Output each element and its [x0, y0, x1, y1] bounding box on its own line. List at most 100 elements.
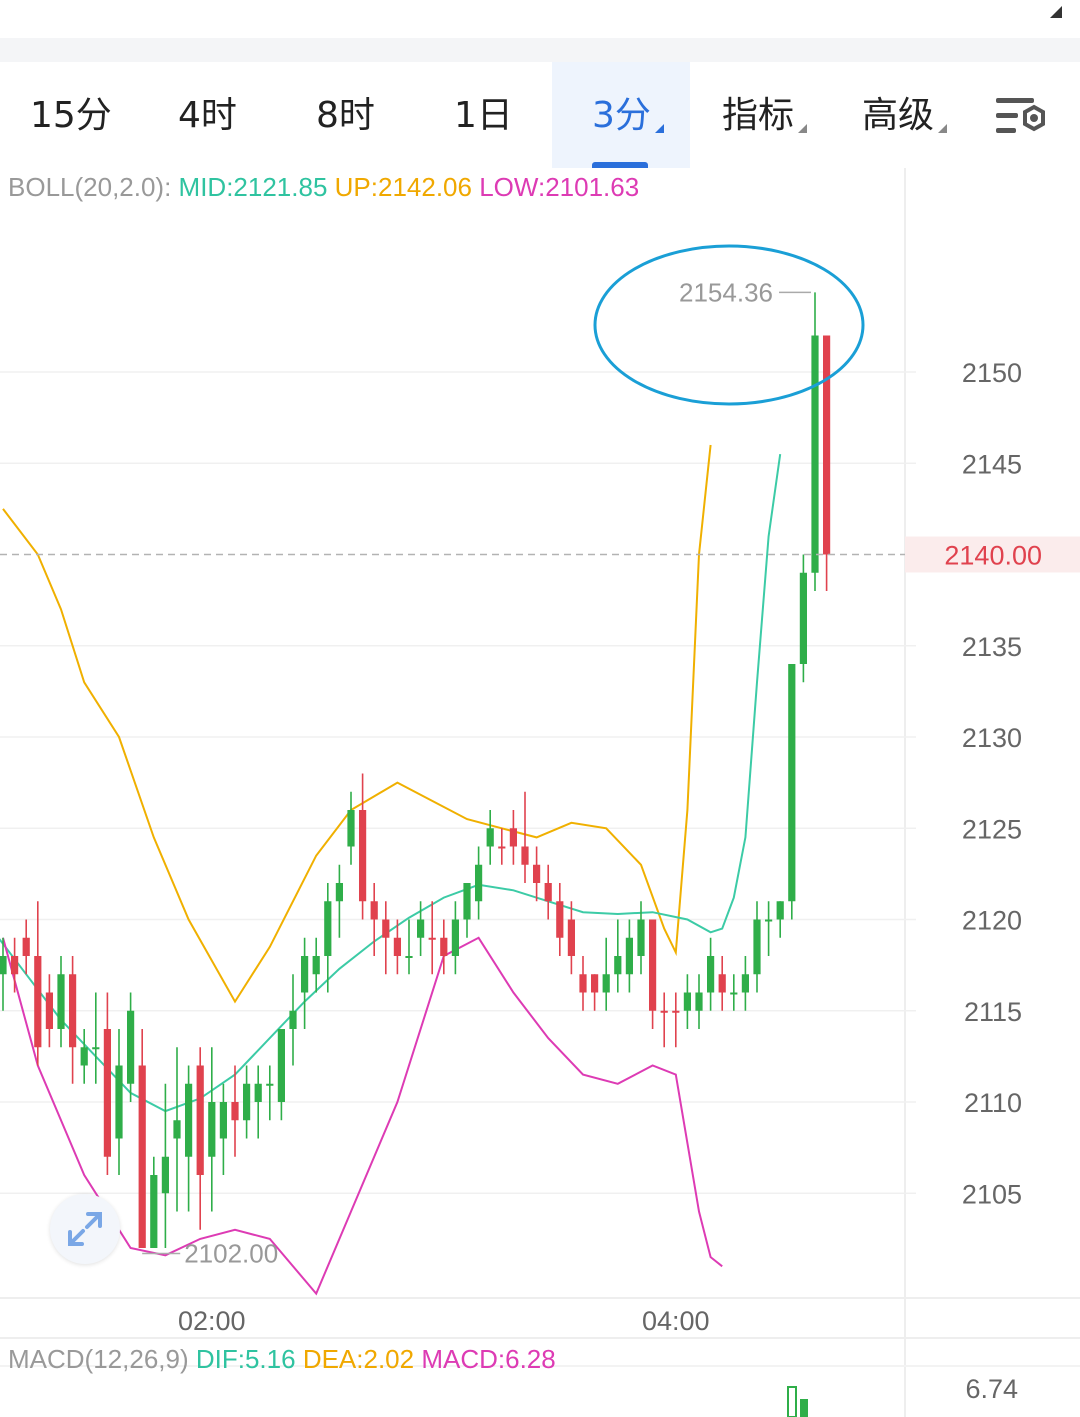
tab-3min[interactable]: 3分	[552, 62, 690, 168]
candle-body	[625, 937, 633, 975]
candle-body	[788, 664, 796, 902]
candle	[185, 1065, 193, 1212]
candle-body	[80, 1047, 88, 1066]
high-price-label: 2154.36	[679, 277, 773, 307]
tab-label: 指标	[722, 95, 795, 136]
candle-body	[289, 1010, 297, 1029]
chart-settings-icon[interactable]	[996, 96, 1050, 138]
candle	[533, 846, 541, 902]
candle-body	[649, 919, 657, 1011]
candle	[718, 956, 726, 1011]
candle-body	[718, 974, 726, 993]
candle-body	[231, 1102, 239, 1121]
candle	[788, 664, 796, 920]
macd-value: MACD:6.28	[421, 1344, 556, 1374]
candle	[463, 883, 471, 938]
tab-4h[interactable]: 4时	[178, 62, 237, 168]
tab-label: 15分	[30, 95, 112, 136]
y-tick-label: 2125	[962, 814, 1022, 844]
macd-legend: MACD(12,26,9) DIF:5.16 DEA:2.02 MACD:6.2…	[8, 1344, 556, 1375]
candle	[649, 919, 657, 1029]
tab-label: 高级	[862, 95, 935, 136]
boll-upper-line	[2, 444, 712, 1004]
annotation-ellipse	[593, 244, 865, 406]
candle	[312, 937, 320, 993]
candle-body	[393, 937, 401, 956]
candle-body	[45, 992, 53, 1029]
dropdown-triangle-icon	[798, 124, 808, 133]
candle	[127, 992, 135, 1102]
tab-advanced[interactable]: 高级	[862, 62, 948, 168]
candle	[753, 901, 761, 993]
candle-body	[243, 1083, 251, 1121]
candle	[335, 864, 343, 938]
candle	[498, 828, 506, 865]
candle-body	[544, 883, 552, 902]
candle-body	[405, 956, 413, 958]
candle	[544, 864, 552, 920]
candle	[22, 919, 30, 975]
tab-label: 1日	[454, 95, 513, 136]
active-tab-underline	[592, 162, 648, 168]
candle	[741, 956, 749, 1011]
candle	[405, 919, 413, 975]
corner-arrow-icon[interactable]	[1050, 6, 1062, 18]
candle	[150, 1156, 158, 1248]
candle	[289, 974, 297, 1066]
candle-body	[417, 919, 425, 938]
candle-body	[637, 919, 645, 956]
candle	[451, 901, 459, 975]
macd-title: MACD(12,26,9)	[8, 1344, 189, 1374]
low-price-label: 2102.00	[184, 1238, 278, 1268]
candle-body	[614, 956, 622, 975]
candle-body	[602, 974, 610, 993]
y-tick-label: 2120	[962, 906, 1022, 936]
dropdown-triangle-icon	[938, 124, 948, 133]
candle	[799, 554, 807, 683]
candle	[625, 919, 633, 993]
dropdown-triangle-icon	[654, 124, 664, 133]
tab-15min[interactable]: 15分	[30, 62, 112, 168]
tab-1d[interactable]: 1日	[454, 62, 513, 168]
candle-body	[521, 846, 529, 865]
candle-body	[161, 1156, 169, 1194]
y-tick-label: 2110	[964, 1088, 1022, 1118]
candle	[823, 335, 831, 591]
separator-band	[0, 38, 1080, 62]
candle-body	[440, 937, 448, 956]
boll-lower-line	[2, 936, 723, 1296]
candle-body	[127, 1010, 135, 1084]
candle-body	[103, 1029, 111, 1157]
candle-body	[428, 937, 436, 940]
candle-body	[22, 937, 30, 956]
candle-body	[730, 992, 738, 995]
tab-indicators[interactable]: 指标	[722, 62, 808, 168]
candle-body	[69, 974, 77, 1048]
y-tick-label: 2145	[962, 449, 1022, 479]
candle-body	[277, 1029, 285, 1102]
candle-body	[753, 919, 761, 975]
tab-8h[interactable]: 8时	[316, 62, 375, 168]
candle-body	[138, 1065, 146, 1248]
candle	[173, 1047, 181, 1212]
candle	[11, 937, 19, 993]
candle	[57, 956, 65, 1048]
candle-body	[672, 1010, 680, 1013]
candle	[138, 1029, 146, 1248]
candle	[567, 901, 575, 975]
boll-legend: BOLL(20,2.0): MID:2121.85 UP:2142.06 LOW…	[8, 172, 639, 203]
candle	[301, 937, 309, 1029]
macd-dif-value: DIF:5.16	[195, 1344, 296, 1374]
candle-body	[370, 901, 378, 920]
expand-chart-button[interactable]	[50, 1194, 120, 1264]
candle	[591, 974, 599, 1011]
macd-histogram-bar	[787, 1386, 797, 1417]
candle	[92, 992, 100, 1084]
candle	[0, 937, 7, 1011]
candle	[765, 901, 773, 956]
candle	[45, 974, 53, 1048]
candle	[579, 956, 587, 1011]
candle-body	[382, 919, 390, 938]
candle-body	[0, 956, 7, 975]
